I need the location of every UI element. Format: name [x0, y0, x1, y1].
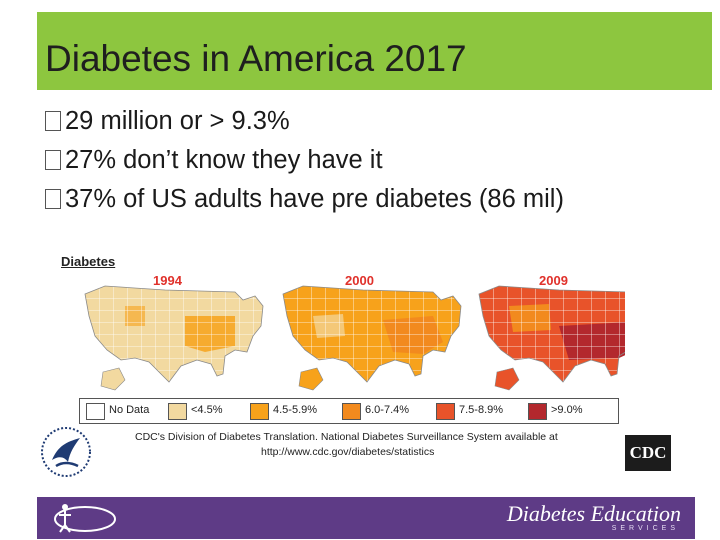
map-legend: No Data <4.5% 4.5-5.9% 6.0-7.4% 7.5-8.9%… — [79, 398, 619, 424]
map-2000 — [282, 285, 462, 391]
diabetes-maps-figure: Diabetes 1994 2000 2009 — [55, 248, 625, 463]
slide-title: Diabetes in America 2017 — [45, 38, 467, 79]
bullet-item: 29 million or > 9.3% — [45, 102, 564, 141]
year-label-1994: 1994 — [153, 273, 182, 288]
bullet-glyph-icon — [45, 111, 61, 131]
legend-label: >9.0% — [551, 404, 583, 416]
person-circle-icon — [54, 504, 116, 533]
legend-swatch — [342, 403, 361, 420]
title-bar: Diabetes in America 2017 — [37, 12, 712, 90]
footer-brand: Diabetes Education — [506, 501, 681, 526]
map-2009 — [478, 285, 625, 391]
cdc-logo: CDC — [625, 435, 671, 471]
bullet-glyph-icon — [45, 189, 61, 209]
legend-swatch — [250, 403, 269, 420]
figure-credit-url: http://www.cdc.gov/diabetes/statistics — [261, 446, 435, 458]
hhs-eagle-icon — [40, 426, 92, 483]
bullet-glyph-icon — [45, 150, 61, 170]
legend-label: 6.0-7.4% — [365, 404, 410, 416]
bullet-item: 27% don’t know they have it — [45, 141, 564, 180]
legend-label: 7.5-8.9% — [459, 404, 504, 416]
legend-label: 4.5-5.9% — [273, 404, 318, 416]
figure-heading: Diabetes — [61, 254, 116, 269]
footer-bar: Diabetes Education SERVICES — [37, 497, 695, 539]
legend-swatch — [528, 403, 547, 420]
legend-label: No Data — [109, 404, 150, 416]
legend-swatch — [436, 403, 455, 420]
year-label-2009: 2009 — [539, 273, 568, 288]
legend-swatch — [86, 403, 105, 420]
us-maps — [84, 285, 625, 391]
figure-credit: CDC's Division of Diabetes Translation. … — [135, 431, 558, 443]
bullet-list: 29 million or > 9.3% 27% don’t know they… — [45, 102, 564, 219]
legend-swatch — [168, 403, 187, 420]
legend-label: <4.5% — [191, 404, 223, 416]
map-1994 — [84, 285, 264, 391]
footer-sub: SERVICES — [611, 525, 679, 532]
year-label-2000: 2000 — [345, 273, 374, 288]
bullet-item: 37% of US adults have pre diabetes (86 m… — [45, 180, 564, 219]
